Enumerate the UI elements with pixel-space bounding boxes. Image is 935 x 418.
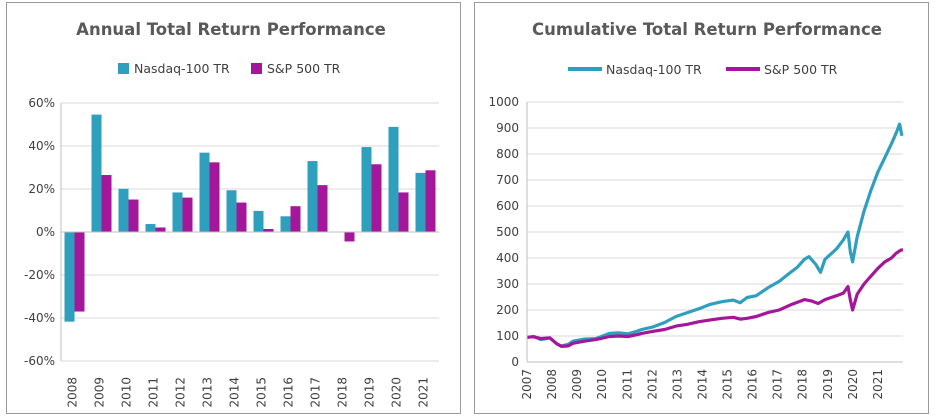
x-tick-label: 2009 (93, 377, 107, 408)
annual-return-chart-panel: Annual Total Return Performance Nasdaq-1… (6, 2, 461, 414)
x-tick-label: 2010 (120, 377, 134, 408)
annual-return-bar-chart: Annual Total Return Performance Nasdaq-1… (24, 20, 439, 408)
nasdaq-line (526, 122, 904, 348)
bar (128, 199, 139, 232)
sp500-line (526, 248, 904, 348)
bar (253, 210, 264, 232)
x-tick-label: 2017 (771, 369, 785, 400)
x-tick-label: 2010 (595, 369, 609, 400)
x-tick-label: 2014 (695, 369, 709, 400)
y-tick-label: 400 (496, 251, 519, 265)
x-tick-label: 2013 (670, 369, 684, 400)
y-tick-label: 200 (496, 303, 519, 317)
bar (280, 216, 291, 232)
y-tick-label: 300 (496, 277, 519, 291)
axes (526, 102, 903, 363)
cumulative-return-line-chart: Cumulative Total Return Performance Nasd… (488, 20, 904, 400)
chart-title: Cumulative Total Return Performance (532, 20, 882, 39)
y-tick-label: -20% (24, 268, 55, 282)
x-tick-label: 2015 (255, 377, 269, 408)
x-tick-label: 2009 (570, 369, 584, 400)
bar (361, 147, 372, 232)
x-tick-label: 2014 (228, 377, 242, 408)
x-tick-label: 2012 (174, 377, 188, 408)
bar (263, 228, 274, 232)
y-tick-label: 40% (28, 139, 55, 153)
bar (388, 126, 399, 232)
bar (64, 232, 75, 322)
x-tick-label: 2016 (746, 369, 760, 400)
bar (155, 227, 166, 232)
legend-swatch-nasdaq (118, 63, 129, 74)
legend-label-sp500: S&P 500 TR (267, 61, 341, 76)
bar (199, 152, 210, 232)
x-tick-label: 2008 (66, 377, 80, 408)
cumulative-return-chart-panel: Cumulative Total Return Performance Nasd… (474, 2, 929, 414)
x-tick-label: 2018 (796, 369, 810, 400)
x-tick-label: 2013 (201, 377, 215, 408)
y-tick-label: -60% (24, 354, 55, 368)
x-tick-label: 2019 (821, 369, 835, 400)
y-tick-label: 0% (36, 225, 55, 239)
bar (425, 170, 436, 232)
x-tick-label: 2017 (309, 377, 323, 408)
x-tick-label: 2021 (871, 369, 885, 400)
y-tick-label: 60% (28, 96, 55, 110)
bar (398, 192, 409, 232)
x-tick-label: 2020 (390, 377, 404, 408)
axes (60, 103, 439, 361)
x-tick-label: 2018 (336, 377, 350, 408)
bar (172, 192, 183, 232)
x-tick-label: 2011 (620, 369, 634, 400)
y-tick-label: 600 (496, 199, 519, 213)
x-tick-label: 2011 (147, 377, 161, 408)
bar (290, 206, 301, 232)
y-tick-label: 0 (511, 355, 519, 369)
bar (307, 161, 318, 232)
legend-swatch-sp500 (251, 63, 262, 74)
y-tick-label: 100 (496, 329, 519, 343)
x-tick-label: 2012 (645, 369, 659, 400)
bar (145, 224, 156, 232)
line-series (526, 122, 904, 348)
tick-labels: 0 100 200 300 400 500 600 700 800 900 1000 2007 2008… (488, 95, 884, 400)
y-tick-label: 500 (496, 225, 519, 239)
bar-series (64, 114, 436, 322)
y-tick-label: 20% (28, 182, 55, 196)
bar (101, 175, 112, 232)
x-tick-label: 2007 (520, 369, 534, 400)
x-tick-label: 2008 (545, 369, 559, 400)
bar (236, 202, 247, 232)
bar (182, 197, 193, 232)
bar (371, 164, 382, 232)
bar (91, 114, 102, 232)
legend-label-sp500: S&P 500 TR (764, 62, 838, 77)
x-tick-label: 2020 (846, 369, 860, 400)
legend-label-nasdaq: Nasdaq-100 TR (134, 61, 230, 76)
bar (209, 162, 220, 232)
legend-label-nasdaq: Nasdaq-100 TR (606, 62, 702, 77)
y-tick-label: 800 (496, 147, 519, 161)
x-tick-label: 2016 (282, 377, 296, 408)
x-tick-label: 2019 (363, 377, 377, 408)
bar (118, 188, 129, 232)
bar (74, 232, 85, 312)
tick-labels: -60% -40% -20% 0% 20% 40% 60% 2008 2009 2010 2011 2… (24, 96, 431, 408)
bar (344, 232, 355, 242)
x-tick-label: 2021 (417, 377, 431, 408)
bar (317, 185, 328, 232)
x-tick-label: 2015 (721, 369, 735, 400)
y-tick-label: 700 (496, 173, 519, 187)
bar (226, 190, 237, 232)
y-tick-label: 1000 (488, 95, 519, 109)
y-tick-label: -40% (24, 311, 55, 325)
bar (415, 172, 426, 232)
y-tick-label: 900 (496, 121, 519, 135)
chart-title: Annual Total Return Performance (76, 20, 386, 39)
y-gridlines (527, 101, 903, 337)
